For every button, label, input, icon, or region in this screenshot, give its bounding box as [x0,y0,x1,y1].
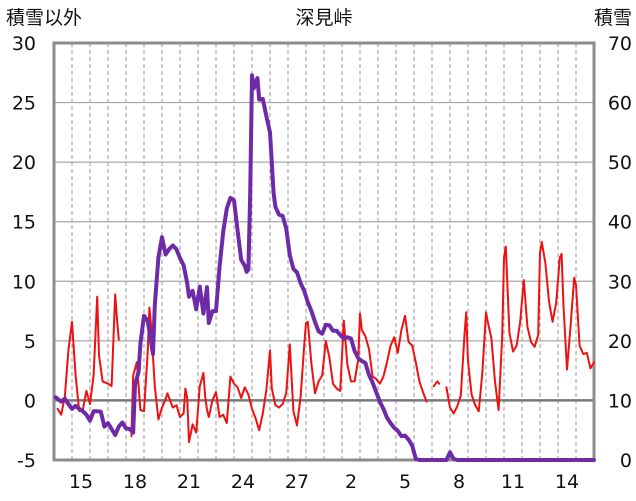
x-axis-tick-label: 27 [285,471,309,493]
x-axis-tick-label: 14 [555,471,579,493]
x-axis-tick-label: 18 [123,471,147,493]
right-axis-tick-label: 60 [608,93,632,115]
x-axis-tick-label: 24 [231,471,255,493]
right-axis-tick-label: 40 [608,212,632,234]
right-axis-label: 積雪 [594,7,632,29]
right-axis-tick-label: 70 [608,33,632,55]
left-axis-tick-label: 10 [12,271,36,293]
right-axis-tick-label: 30 [608,271,632,293]
right-axis-tick-label: 20 [608,331,632,353]
x-axis-tick-label: 11 [501,471,525,493]
left-axis-tick-label: 30 [12,33,36,55]
x-axis-tick-label: 5 [399,471,411,493]
left-axis-tick-label: 5 [24,331,36,353]
right-axis-tick-label: 50 [608,152,632,174]
x-axis-tick-label: 15 [69,471,93,493]
series-layer [53,73,596,462]
x-axis-tick-label: 8 [453,471,465,493]
x-axis-tick-label: 2 [345,471,357,493]
left-axis-tick-label: 0 [24,390,36,412]
left-axis-tick-label: 15 [12,212,36,234]
chart-title: 深見峠 [295,7,352,29]
series-line-purple [53,73,596,462]
right-axis-tick-label: 10 [608,390,632,412]
right-axis-tick-label: 0 [620,450,632,472]
left-axis-tick-label: -5 [17,450,36,472]
series-line-red [56,241,595,444]
x-axis-tick-label: 21 [177,471,201,493]
left-axis-label: 積雪以外 [6,7,82,29]
left-axis-tick-label: 20 [12,152,36,174]
plot-frame [52,41,596,462]
left-axis-tick-label: 25 [12,93,36,115]
